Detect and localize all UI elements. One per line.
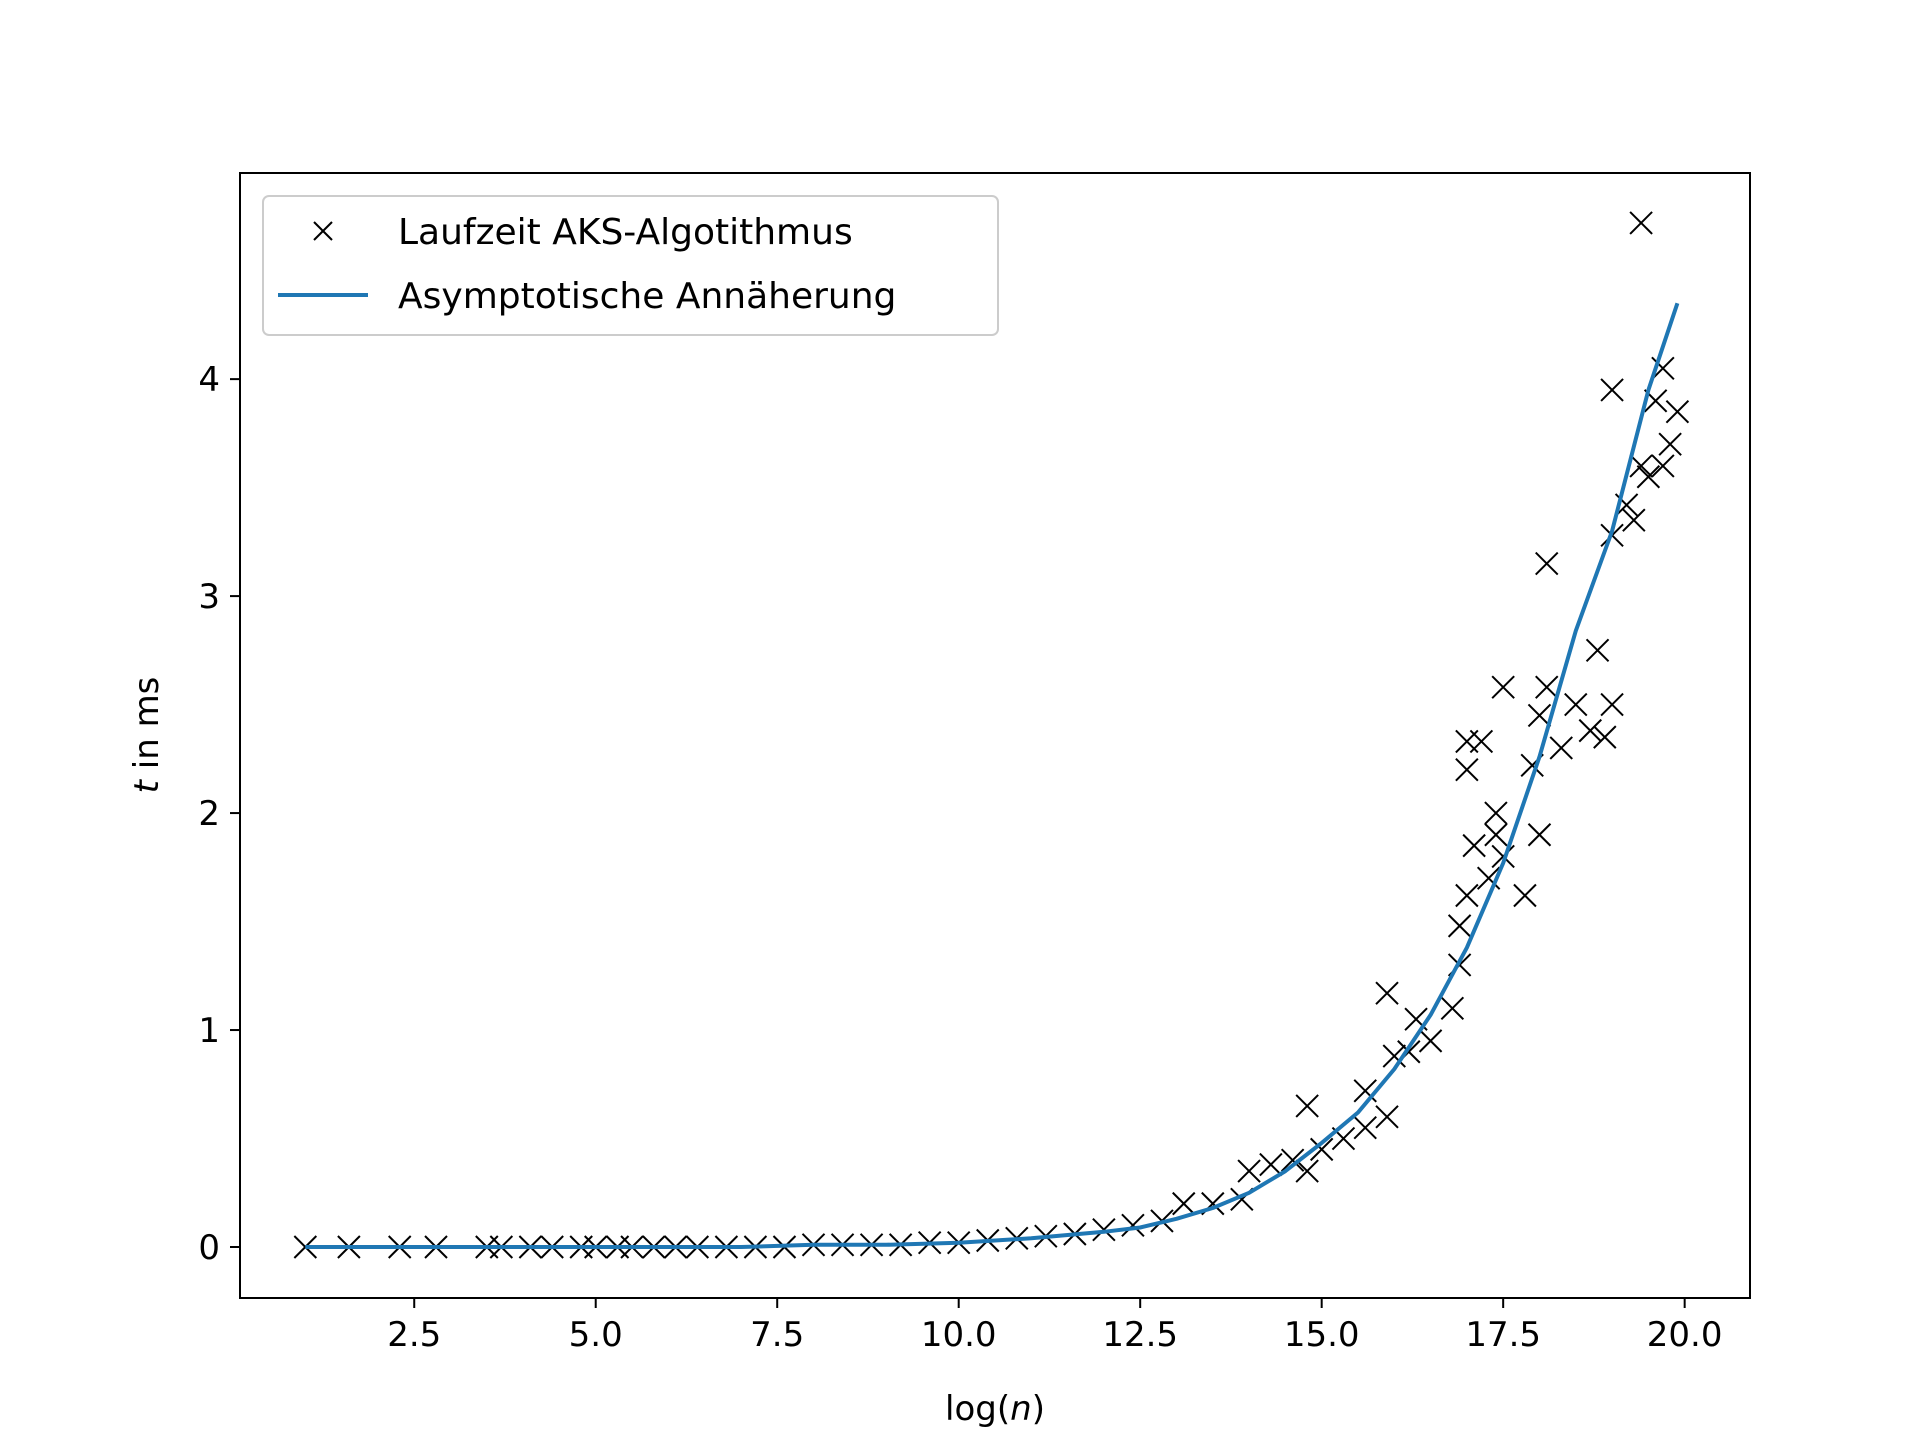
legend-box [262, 195, 999, 336]
scatter-point [1600, 378, 1624, 402]
x-tick-label: 5.0 [569, 1315, 623, 1355]
scatter-point [1629, 211, 1653, 235]
scatter-point [1418, 1029, 1443, 1053]
legend-label-scatter: Laufzeit AKS-Algotithmus [398, 212, 853, 253]
x-tick-label: 20.0 [1647, 1315, 1723, 1355]
scatter-point [1629, 454, 1653, 478]
scatter-point [1636, 465, 1661, 489]
scatter-point [1462, 833, 1486, 858]
scatter-point [1476, 866, 1501, 890]
scatter-point [1665, 399, 1690, 424]
scatter-point [1295, 1094, 1319, 1118]
scatter-point [1092, 1217, 1116, 1242]
x-tick-label: 10.0 [921, 1315, 997, 1355]
scatter-point [1455, 883, 1479, 908]
x-axis-label: log(n) [945, 1389, 1045, 1429]
scatter-point [1353, 1115, 1377, 1140]
scatter-point [1280, 1148, 1305, 1172]
scatter-point [1447, 914, 1472, 938]
plot-frame [239, 172, 1751, 1299]
scatter-point [1535, 551, 1559, 576]
scatter-point [1469, 729, 1494, 754]
scatter-point [1585, 638, 1610, 663]
scatter-point [1484, 801, 1508, 825]
scatter-point [1121, 1213, 1145, 1238]
scatter-point [1440, 996, 1465, 1021]
scatter-point [1651, 356, 1675, 380]
scatter-point [1600, 692, 1624, 717]
y-tick-label: 0 [198, 1228, 220, 1268]
x-tick-label: 7.5 [750, 1315, 804, 1355]
legend: Laufzeit AKS-Algotithmus Asymptotische A… [262, 195, 999, 336]
scatter-point [1172, 1191, 1196, 1216]
scatter-point [1513, 883, 1537, 908]
scatter-point [1491, 844, 1515, 869]
scatter-point [1578, 718, 1602, 743]
scatter-point [1658, 432, 1682, 456]
x-tick-label: 2.5 [387, 1315, 441, 1355]
scatter-point [1593, 725, 1617, 749]
scatter-point [1375, 1105, 1399, 1129]
scatter-point [1259, 1152, 1283, 1177]
x-tick-label: 15.0 [1284, 1315, 1360, 1355]
scatter-point [1309, 1137, 1334, 1162]
scatter-point [1651, 454, 1675, 478]
y-tick-label: 1 [198, 1011, 220, 1051]
y-tick-label: 2 [198, 794, 220, 834]
scatter-point [1527, 703, 1552, 728]
scatter-point [1382, 1044, 1406, 1068]
y-axis-ticks: 0 1 2 3 4 [198, 360, 240, 1268]
scatter-point [1237, 1159, 1261, 1183]
series-layer [293, 211, 1690, 1259]
fit-line [305, 302, 1680, 1249]
scatter-point [1527, 823, 1552, 847]
x-tick-label: 17.5 [1465, 1315, 1541, 1355]
y-tick-label: 4 [198, 360, 220, 400]
scatter-point [1484, 823, 1508, 847]
y-axis-label: t in ms [127, 677, 167, 794]
scatter-point [1622, 508, 1646, 532]
scatter-point [1375, 981, 1399, 1005]
x-tick-label: 12.5 [1102, 1315, 1178, 1355]
scatter-point [1549, 736, 1573, 760]
y-tick-label: 3 [198, 577, 220, 617]
scatter-point [1295, 1159, 1319, 1183]
legend-label-fit: Asymptotische Annäherung [398, 276, 896, 317]
scatter-point [1455, 757, 1479, 782]
legend-marker-x [313, 221, 333, 241]
scatter-point [1491, 675, 1515, 699]
x-axis-ticks: 2.5 5.0 7.5 10.0 12.5 15.0 17.5 20.0 [387, 1298, 1723, 1355]
scatter-point [1535, 675, 1559, 699]
scatter-point [1564, 692, 1588, 717]
